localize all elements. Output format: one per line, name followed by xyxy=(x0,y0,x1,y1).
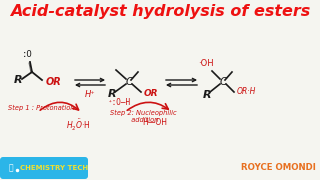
Text: R: R xyxy=(108,89,116,99)
Text: OR·H: OR·H xyxy=(237,87,256,96)
Text: R: R xyxy=(14,75,22,85)
Text: :O: :O xyxy=(22,50,32,59)
Text: Acid-catalyst hydrolysis of esters: Acid-catalyst hydrolysis of esters xyxy=(10,4,310,19)
Text: H⁺: H⁺ xyxy=(85,90,95,99)
Text: ROYCE OMONDI: ROYCE OMONDI xyxy=(241,163,316,172)
Text: OR: OR xyxy=(46,77,62,87)
Text: CHEMISTRY TECH: CHEMISTRY TECH xyxy=(20,165,88,171)
Text: C: C xyxy=(125,77,132,87)
Text: H—OH: H—OH xyxy=(142,118,167,127)
Text: OR: OR xyxy=(144,89,158,98)
Text: Step 2: Nucleophilic
          addition: Step 2: Nucleophilic addition xyxy=(110,110,177,123)
Text: Step 1 : Protonation: Step 1 : Protonation xyxy=(8,105,75,111)
Text: ·OH: ·OH xyxy=(198,59,214,68)
Text: R: R xyxy=(203,90,211,100)
Text: ⁺:O—H: ⁺:O—H xyxy=(108,98,131,107)
FancyBboxPatch shape xyxy=(0,157,88,179)
Text: 〜: 〜 xyxy=(9,163,14,172)
Text: C: C xyxy=(220,77,227,87)
Text: $H_2\ddot{O}$·H: $H_2\ddot{O}$·H xyxy=(66,118,90,133)
